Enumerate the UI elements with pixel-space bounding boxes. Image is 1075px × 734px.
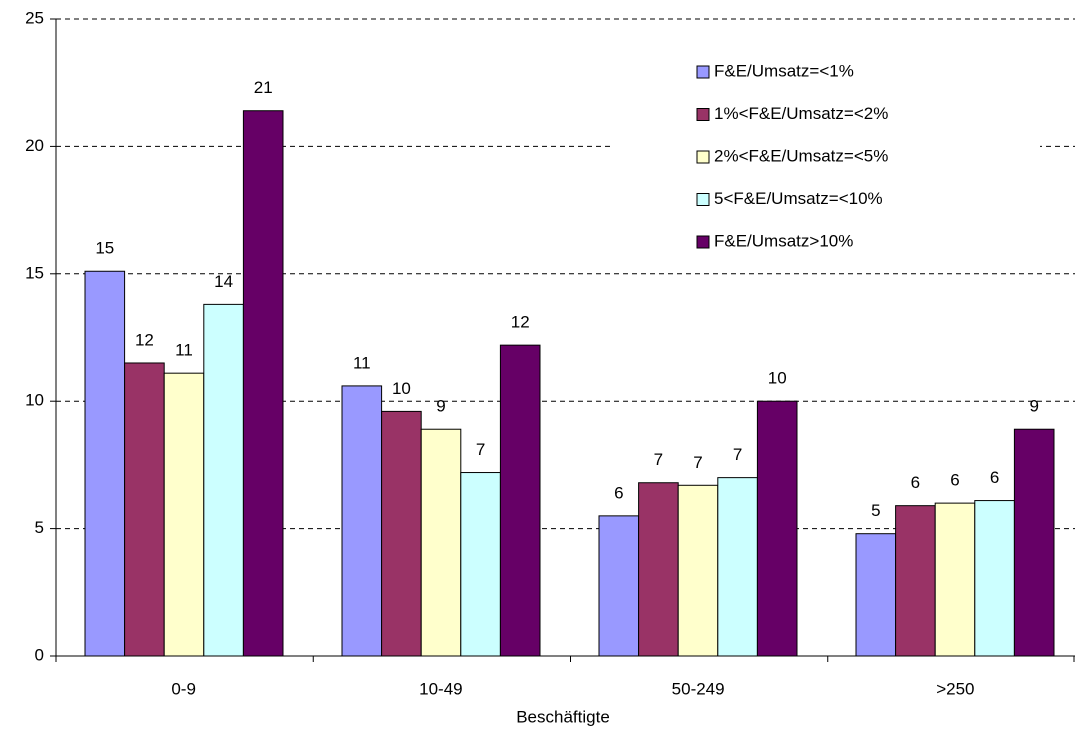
y-tick-label: 20 — [25, 136, 44, 155]
value-label: 11 — [175, 341, 193, 360]
legend-box — [612, 52, 1040, 264]
bar — [84, 270, 126, 657]
bar — [341, 385, 383, 657]
value-label: 7 — [733, 445, 742, 464]
value-label: 7 — [476, 440, 485, 459]
value-label: 7 — [654, 450, 663, 469]
bar — [124, 362, 165, 657]
bar — [934, 502, 976, 657]
value-label: 9 — [436, 397, 445, 416]
x-tick-label: 0-9 — [171, 679, 196, 698]
legend-label: F&E/Umsatz=<1% — [714, 61, 854, 80]
x-tick-label: 50-249 — [672, 679, 725, 698]
value-label: 14 — [214, 272, 233, 291]
legend-label: 2%<F&E/Umsatz=<5% — [714, 146, 888, 165]
value-label: 10 — [768, 369, 787, 388]
legend-label: 1%<F&E/Umsatz=<2% — [714, 104, 888, 123]
value-label: 6 — [950, 471, 959, 490]
bar — [460, 472, 501, 657]
y-tick-label: 15 — [25, 263, 44, 282]
legend-swatch — [696, 235, 710, 249]
legend-swatch — [696, 150, 710, 164]
bar — [638, 482, 679, 657]
bar — [855, 533, 897, 657]
legend-label: 5<F&E/Umsatz=<10% — [714, 189, 883, 208]
x-tick-label: 10-49 — [419, 679, 462, 698]
value-label: 5 — [871, 501, 880, 520]
value-label: 9 — [1029, 397, 1038, 416]
value-label: 21 — [254, 78, 273, 97]
value-label: 12 — [511, 313, 530, 332]
legend-swatch — [696, 193, 710, 206]
bar — [499, 344, 541, 657]
value-label: 6 — [990, 468, 999, 487]
value-label: 6 — [911, 473, 920, 492]
bar — [163, 372, 205, 657]
bar — [974, 500, 1015, 657]
x-tick-label: >250 — [936, 679, 974, 698]
bar — [1013, 428, 1055, 657]
value-label: 10 — [392, 379, 411, 398]
bar — [756, 400, 798, 657]
y-tick-label: 10 — [25, 391, 44, 410]
y-tick-label: 25 — [25, 8, 44, 27]
value-label: 7 — [693, 453, 702, 472]
bar — [203, 303, 244, 657]
bar — [598, 515, 640, 657]
x-axis-title: Beschäftigte — [516, 707, 610, 726]
legend-label: F&E/Umsatz>10% — [714, 231, 853, 250]
legend-swatch — [696, 65, 710, 79]
legend-swatch — [696, 108, 710, 121]
bar — [420, 428, 462, 657]
y-tick-label: 0 — [35, 645, 44, 664]
value-label: 6 — [614, 483, 623, 502]
bar — [717, 477, 758, 657]
bar — [381, 410, 422, 657]
bar — [677, 484, 719, 657]
value-label: 15 — [95, 239, 114, 258]
y-tick-label: 5 — [35, 518, 44, 537]
value-label: 11 — [353, 353, 371, 372]
bar — [895, 505, 936, 657]
bar — [242, 110, 284, 657]
value-label: 12 — [135, 330, 154, 349]
